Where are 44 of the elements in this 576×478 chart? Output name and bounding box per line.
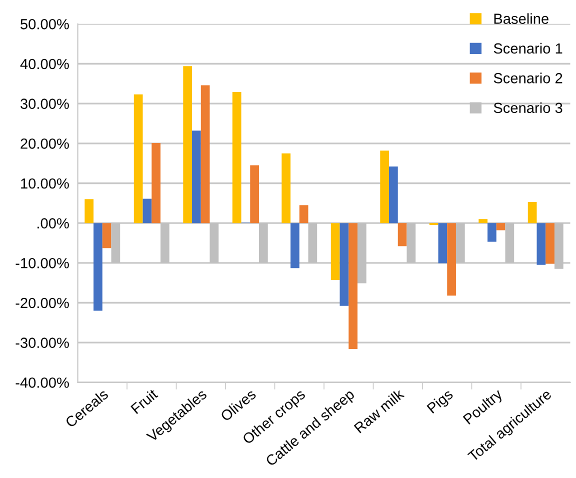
bar xyxy=(488,223,496,242)
bar xyxy=(398,223,407,246)
bar xyxy=(389,166,398,224)
bar xyxy=(152,143,160,224)
bar xyxy=(546,223,554,264)
x-tick-label: Raw milk xyxy=(353,388,405,434)
y-tick-label: -40.00% xyxy=(16,378,69,388)
bar xyxy=(528,202,537,224)
bar xyxy=(250,165,259,224)
bar xyxy=(438,223,448,264)
y-tick-label: -20.00% xyxy=(16,298,69,308)
bar xyxy=(232,92,242,224)
y-tick-label: 20.00% xyxy=(20,138,69,149)
y-tick-label: 10.00% xyxy=(21,178,69,189)
bar xyxy=(290,223,300,268)
y-tick-label: -10.00% xyxy=(16,258,69,268)
bar xyxy=(380,150,390,224)
bar xyxy=(299,205,308,224)
y-tick-label: 30.00% xyxy=(20,98,69,109)
legend-label: Scenario 3 xyxy=(494,102,562,114)
bar xyxy=(447,223,456,296)
bar xyxy=(142,198,152,224)
bar xyxy=(282,153,291,224)
bar xyxy=(183,66,192,224)
bar xyxy=(496,223,506,230)
y-tick-label: .00% xyxy=(38,218,69,228)
bar xyxy=(192,130,201,224)
bar xyxy=(94,223,102,311)
legend-label: Baseline xyxy=(494,13,548,24)
bar xyxy=(84,199,94,224)
bar xyxy=(478,219,488,224)
x-tick-label: Pigs xyxy=(426,388,456,416)
bar xyxy=(330,223,340,280)
bar xyxy=(340,223,349,306)
bar xyxy=(134,94,143,224)
y-tick-label: 50.00% xyxy=(20,19,69,30)
y-tick-label: -30.00% xyxy=(16,338,69,348)
bar xyxy=(536,223,546,265)
legend-label: Scenario 2 xyxy=(494,72,562,84)
legend-label: Scenario 1 xyxy=(494,42,562,54)
bar xyxy=(102,223,112,248)
bar xyxy=(200,85,210,224)
bar xyxy=(348,223,358,349)
y-tick-label: 40.00% xyxy=(20,58,69,70)
